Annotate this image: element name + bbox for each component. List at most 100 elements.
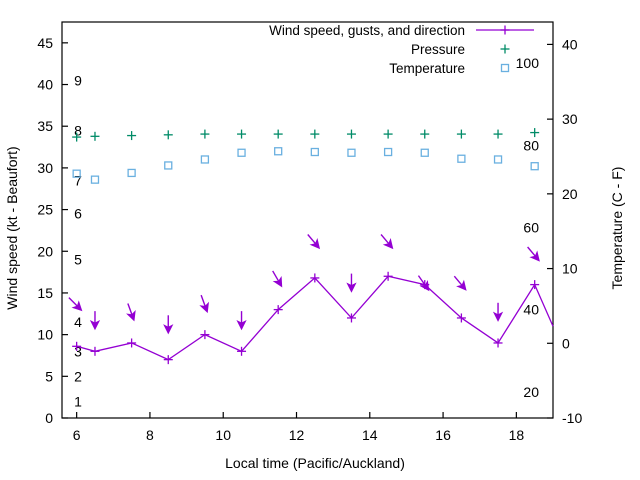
x-tick-label: 18 [509, 427, 525, 443]
wind-speed-point [163, 355, 173, 365]
y2-axis-title: Temperature (C - F) [609, 167, 625, 290]
legend: Wind speed, gusts, and direction Pressure… [269, 23, 534, 76]
wind-speed-series [72, 271, 554, 365]
y-tick-label: 45 [37, 35, 53, 51]
pressure-point [90, 131, 100, 141]
temperature-point [237, 148, 246, 157]
wind-speed-point [493, 338, 503, 348]
gust-direction-arrow [417, 275, 430, 292]
y-tick-label: 35 [37, 118, 53, 134]
gust-direction-arrows [68, 234, 540, 335]
y-axis-ticks: 0 5 10 15 20 25 30 35 40 45 [37, 35, 68, 426]
beaufort-label: 5 [74, 252, 82, 268]
pressure-point [310, 129, 320, 139]
gust-direction-arrow [346, 273, 357, 293]
temperature-point [347, 148, 356, 157]
gust-direction-arrow [492, 302, 504, 322]
legend-marker [500, 44, 510, 54]
beaufort-label: 6 [74, 206, 82, 222]
temperature-point [274, 147, 283, 156]
wind-speed-point [72, 341, 82, 351]
temperature-point [72, 169, 81, 178]
pressure-point [493, 129, 503, 139]
y2-tick-label: 20 [562, 186, 578, 202]
y-tick-label: 15 [37, 285, 53, 301]
wind-speed-point [346, 313, 356, 323]
gust-direction-arrow [89, 311, 101, 331]
beaufort-scale-labels: 1 2 3 4 5 6 7 8 9 [74, 72, 82, 409]
wind-speed-point [200, 330, 210, 340]
x-axis-title: Local time (Pacific/Auckland) [225, 455, 405, 471]
legend-label: Pressure [411, 42, 465, 57]
plot-frame [61, 21, 554, 419]
beaufort-label: 3 [74, 343, 82, 359]
wind-speed-point [127, 338, 137, 348]
y-tick-label: 10 [37, 327, 53, 343]
gust-direction-arrow [453, 275, 467, 291]
pressure-point [127, 131, 137, 141]
gust-direction-arrow [307, 234, 321, 250]
beaufort-label: 8 [74, 122, 82, 138]
temperature-point [530, 162, 539, 171]
temperature-series [72, 147, 539, 184]
pressure-point [456, 129, 466, 139]
wind-speed-point [530, 280, 540, 290]
wind-speed-point [273, 305, 283, 315]
legend-marker [500, 25, 510, 35]
gust-direction-arrow [527, 246, 540, 262]
plot-border [61, 21, 554, 419]
y2-tick-label: 10 [562, 261, 578, 277]
y2-tick-label: -10 [562, 410, 582, 426]
wind-speed-point [237, 346, 247, 356]
temperature-point [310, 147, 319, 157]
gust-direction-arrow [126, 303, 136, 322]
x-tick-label: 6 [73, 427, 81, 443]
temperature-point [200, 155, 210, 164]
pressure-point [383, 129, 393, 139]
temperature-point [164, 161, 173, 170]
wind-speed-point [456, 313, 466, 323]
legend-marker [500, 63, 510, 73]
temperature-point [127, 168, 136, 178]
y2-tick-label: 0 [562, 335, 570, 351]
x-tick-label: 16 [435, 427, 451, 443]
pressure-point [200, 129, 210, 139]
legend-label: Temperature [389, 61, 465, 76]
y-tick-label: 20 [37, 243, 53, 259]
y-axis-title: Wind speed (kt - Beaufort) [4, 146, 20, 309]
fahrenheit-label: 100 [516, 55, 540, 71]
beaufort-label: 2 [74, 368, 82, 384]
wind-speed-point [90, 346, 100, 356]
gust-direction-arrow [163, 315, 174, 335]
y-tick-label: 25 [37, 202, 53, 218]
gust-direction-arrow [68, 297, 83, 312]
x-tick-label: 8 [146, 427, 154, 443]
y-tick-label: 40 [37, 77, 53, 93]
fahrenheit-scale-labels: 20 40 60 80 100 [516, 55, 540, 400]
pressure-point [530, 128, 540, 138]
pressure-point [72, 132, 82, 142]
gust-direction-arrow [199, 294, 209, 314]
fahrenheit-label: 40 [523, 302, 539, 318]
legend-label: Wind speed, gusts, and direction [269, 23, 465, 38]
beaufort-label: 9 [74, 72, 82, 88]
pressure-point [237, 129, 247, 139]
fahrenheit-label: 20 [523, 384, 539, 400]
beaufort-label: 4 [74, 314, 82, 330]
pressure-point [420, 129, 430, 139]
pressure-series [72, 128, 540, 142]
pressure-point [163, 130, 173, 140]
temperature-point [457, 154, 466, 163]
pressure-point [273, 129, 283, 139]
fahrenheit-label: 60 [523, 219, 539, 235]
gust-direction-arrow [272, 270, 283, 288]
wind-speed-point [383, 271, 393, 281]
x-axis-ticks: 6 8 10 12 14 16 18 [73, 412, 525, 443]
x-tick-label: 12 [289, 427, 305, 443]
beaufort-label: 1 [74, 393, 82, 409]
y-tick-label: 0 [45, 410, 53, 426]
wind-speed-point [310, 273, 320, 283]
